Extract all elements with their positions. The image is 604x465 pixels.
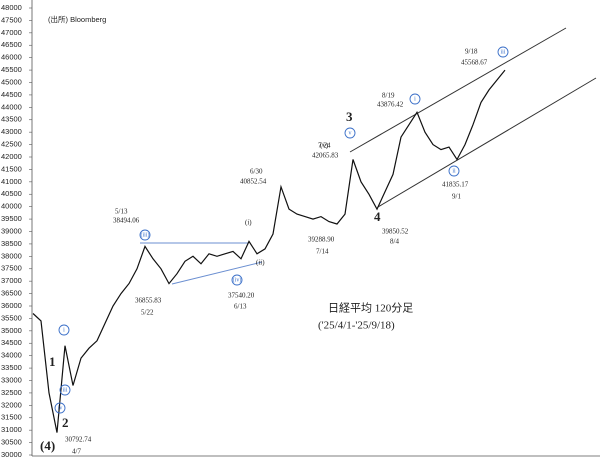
wave-label: i	[63, 327, 65, 333]
annotation: 9/18	[465, 48, 478, 56]
y-tick-label: 31000	[1, 425, 22, 434]
wave-circle	[59, 384, 71, 396]
y-tick-label: 34000	[1, 351, 22, 360]
y-tick-label: 46500	[1, 40, 22, 49]
annotation: 39288.90	[308, 236, 335, 244]
y-tick-label: 30500	[1, 438, 22, 447]
channel-lines	[140, 27, 597, 285]
wave-circle	[497, 46, 509, 58]
wave-circle	[344, 127, 356, 139]
wave-circle	[231, 274, 243, 286]
annotation: 41835.17	[442, 181, 469, 189]
wave-label: (iv)	[233, 276, 242, 283]
y-tick-label: 41500	[1, 164, 22, 173]
annotation: 40852.54	[240, 178, 267, 186]
y-tick-label: 47000	[1, 28, 22, 37]
wave-label: i	[414, 96, 416, 102]
chart-title: 日経平均 120分足	[328, 302, 413, 315]
annotation: 7/24	[318, 142, 331, 150]
annotation: 5/13	[115, 208, 128, 216]
annotation: 4/7	[72, 448, 81, 456]
annotation: 5/22	[141, 309, 154, 317]
y-tick-label: 45500	[1, 65, 22, 74]
annotation: 43876.42	[377, 101, 404, 109]
annotation: 8/4	[390, 238, 399, 246]
annotation: 4	[374, 209, 381, 224]
wave-label: (iii)	[141, 231, 150, 238]
triangle-lower	[171, 261, 263, 285]
annotation: (ii)	[256, 259, 265, 267]
annotation: 7/14	[316, 248, 329, 256]
wave-label: v	[349, 130, 352, 136]
channel-lower	[377, 77, 597, 208]
y-tick-label: 44000	[1, 102, 22, 111]
annotation: 38494.06	[113, 217, 140, 225]
y-tick-label: 32000	[1, 400, 22, 409]
annotation: (v)	[320, 142, 329, 150]
y-tick-label: 35500	[1, 313, 22, 322]
y-tick-label: 38000	[1, 251, 22, 260]
wave-circle	[448, 165, 460, 177]
annotation: 45568.67	[461, 59, 488, 67]
annotation: 36855.83	[135, 297, 162, 305]
y-tick-label: 42000	[1, 152, 22, 161]
y-tick-label: 43500	[1, 115, 22, 124]
y-tick-label: 35000	[1, 326, 22, 335]
y-tick-label: 33500	[1, 363, 22, 372]
y-tick-label: 36500	[1, 289, 22, 298]
y-tick-label: 31500	[1, 413, 22, 422]
y-tick-label: 32500	[1, 388, 22, 397]
y-tick-label: 37500	[1, 264, 22, 273]
y-tick-label: 42500	[1, 140, 22, 149]
annotation: 37540.20	[228, 292, 255, 300]
y-tick-label: 37000	[1, 276, 22, 285]
annotation: 1	[49, 354, 56, 369]
annotation: (4)	[40, 438, 55, 453]
y-tick-label: 40500	[1, 189, 22, 198]
y-tick-label: 43000	[1, 127, 22, 136]
source: (出所) Bloomberg	[48, 14, 106, 24]
wave-circle	[409, 93, 421, 105]
annotation: 8/19	[382, 92, 395, 100]
subtitle: ('25/4/1-'25/9/18)	[318, 320, 395, 332]
wave-label: iii	[62, 387, 67, 393]
y-tick-label: 34500	[1, 338, 22, 347]
wave-circle	[139, 229, 151, 241]
annotation: 42065.83	[312, 152, 339, 160]
y-tick-label: 36000	[1, 301, 22, 310]
y-tick-label: 41000	[1, 177, 22, 186]
annotation: 9/1	[452, 193, 461, 201]
wave-label: ii	[452, 168, 456, 174]
annotation: 6/13	[234, 303, 247, 311]
y-tick-label: 45000	[1, 77, 22, 86]
y-tick-label: 33000	[1, 375, 22, 384]
y-tick-label: 30000	[1, 450, 22, 459]
channel-upper	[349, 27, 567, 153]
y-tick-label: 39000	[1, 226, 22, 235]
y-tick-label: 44500	[1, 90, 22, 99]
wave-label: iii	[500, 49, 505, 55]
annotation: 6/30	[250, 168, 263, 176]
annotation: 3	[346, 109, 353, 124]
y-tick-label: 38500	[1, 239, 22, 248]
annotation: 30792.74	[65, 436, 92, 444]
y-tick-label: 46000	[1, 53, 22, 62]
y-tick-label: 48000	[1, 3, 22, 12]
annotation: (i)	[245, 219, 252, 227]
price-line	[32, 69, 506, 433]
annotation: 2	[62, 415, 69, 430]
y-tick-label: 40000	[1, 202, 22, 211]
wave-label: iv	[58, 405, 63, 411]
annotation: 39850.52	[382, 228, 409, 236]
y-tick-label: 39500	[1, 214, 22, 223]
y-tick-label: 47500	[1, 15, 22, 24]
wave-circle	[54, 402, 66, 414]
wave-circle	[58, 324, 70, 336]
